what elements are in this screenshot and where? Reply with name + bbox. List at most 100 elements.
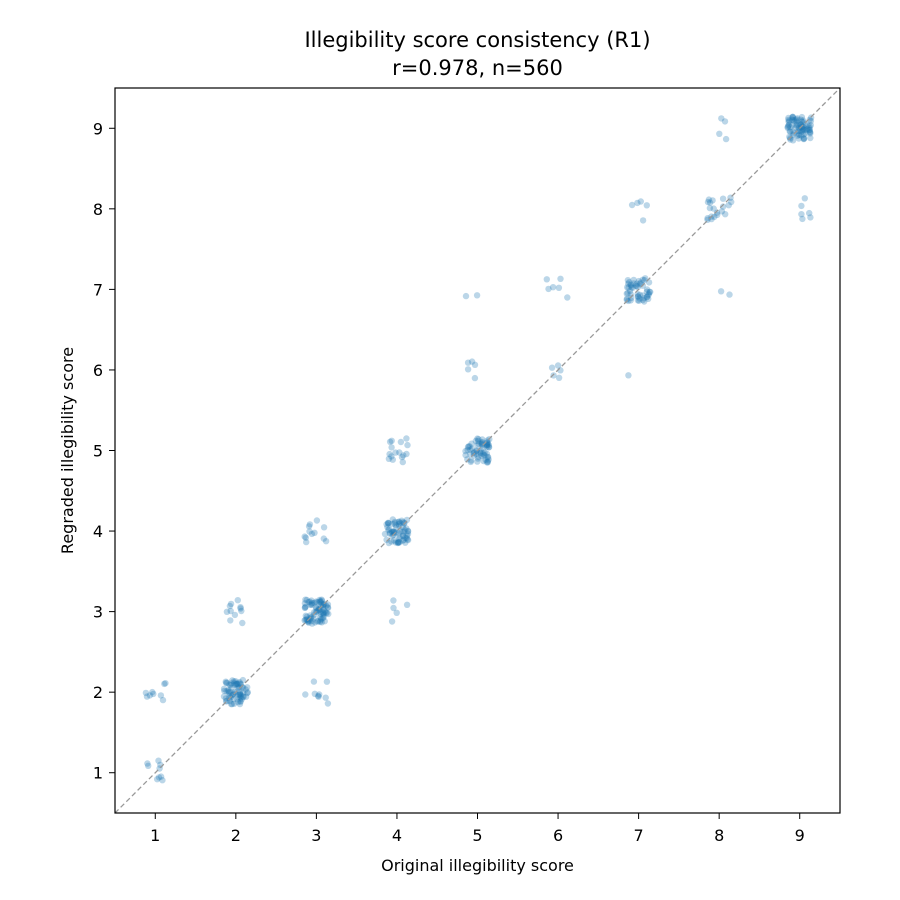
data-point [625, 372, 632, 379]
data-point [468, 457, 475, 464]
data-point [397, 519, 404, 527]
data-point [806, 124, 813, 132]
data-point [465, 443, 472, 450]
data-point [301, 600, 309, 607]
data-point [223, 679, 231, 686]
data-point [801, 127, 808, 134]
data-point [636, 295, 643, 302]
data-point [394, 539, 401, 546]
data-point [716, 130, 723, 137]
data-point [789, 113, 796, 121]
data-point [788, 116, 796, 123]
data-point [305, 598, 312, 606]
data-point [236, 689, 244, 696]
data-point [317, 617, 324, 624]
data-point [806, 129, 814, 136]
data-point [315, 693, 322, 700]
data-point [643, 288, 651, 295]
data-point [634, 199, 641, 207]
data-point [468, 440, 475, 447]
data-point [626, 287, 634, 295]
data-point [543, 276, 550, 283]
data-point [624, 284, 631, 291]
data-point [627, 281, 634, 288]
data-point [795, 127, 802, 134]
data-point [239, 676, 247, 684]
data-point [154, 776, 161, 783]
data-point [322, 538, 330, 545]
x-tick-label: 2 [231, 826, 241, 845]
data-point [485, 454, 492, 461]
data-point [395, 520, 402, 528]
data-point [240, 693, 247, 700]
data-point [237, 604, 244, 611]
data-point [388, 453, 395, 460]
data-point [318, 615, 325, 623]
data-point [159, 696, 167, 704]
data-point [474, 455, 482, 462]
data-point [227, 607, 234, 615]
data-point [384, 523, 391, 531]
data-point [403, 516, 411, 524]
data-point [305, 619, 312, 626]
data-point [795, 121, 802, 129]
data-point [162, 680, 169, 687]
data-point [304, 618, 312, 625]
data-point [786, 133, 793, 141]
data-point [483, 450, 490, 457]
data-point [784, 123, 791, 131]
data-point [800, 135, 808, 142]
data-point [787, 124, 794, 131]
data-point [235, 691, 242, 698]
data-point [468, 358, 476, 365]
data-point [221, 687, 228, 695]
data-point [231, 700, 238, 707]
data-point [623, 295, 631, 303]
data-point [321, 608, 329, 615]
data-point [806, 116, 813, 124]
data-point [624, 277, 632, 284]
data-point [639, 217, 647, 224]
data-point [308, 530, 316, 538]
data-point [639, 276, 646, 283]
data-point [725, 202, 732, 209]
data-point [235, 684, 242, 691]
data-point [472, 437, 479, 445]
data-point [391, 518, 399, 526]
data-point [804, 125, 811, 133]
data-point [234, 684, 241, 691]
data-point [320, 535, 327, 542]
data-point [468, 445, 476, 452]
x-tick-label: 8 [714, 826, 724, 845]
data-point [324, 700, 332, 707]
x-tick-label: 9 [795, 826, 805, 845]
data-point [484, 459, 491, 466]
data-point [800, 118, 807, 126]
data-point [306, 521, 314, 528]
data-point [310, 678, 318, 685]
data-point [385, 526, 392, 534]
data-point [388, 618, 396, 625]
data-point [383, 536, 390, 543]
data-point [807, 134, 814, 142]
data-point [643, 202, 650, 209]
data-point [800, 131, 807, 138]
data-point [800, 135, 807, 143]
data-point [793, 122, 800, 129]
data-point [230, 678, 238, 685]
data-point [244, 684, 251, 691]
data-point [704, 198, 712, 206]
data-point [806, 123, 813, 130]
data-point [706, 204, 714, 212]
data-point [231, 611, 239, 619]
data-point [230, 695, 237, 703]
data-point [317, 608, 324, 615]
data-point [323, 602, 330, 609]
data-point [401, 528, 408, 535]
data-point [397, 438, 405, 446]
data-point [223, 608, 231, 615]
data-point [307, 612, 314, 619]
data-point [464, 456, 471, 463]
data-point [220, 685, 228, 692]
data-point [320, 611, 327, 619]
